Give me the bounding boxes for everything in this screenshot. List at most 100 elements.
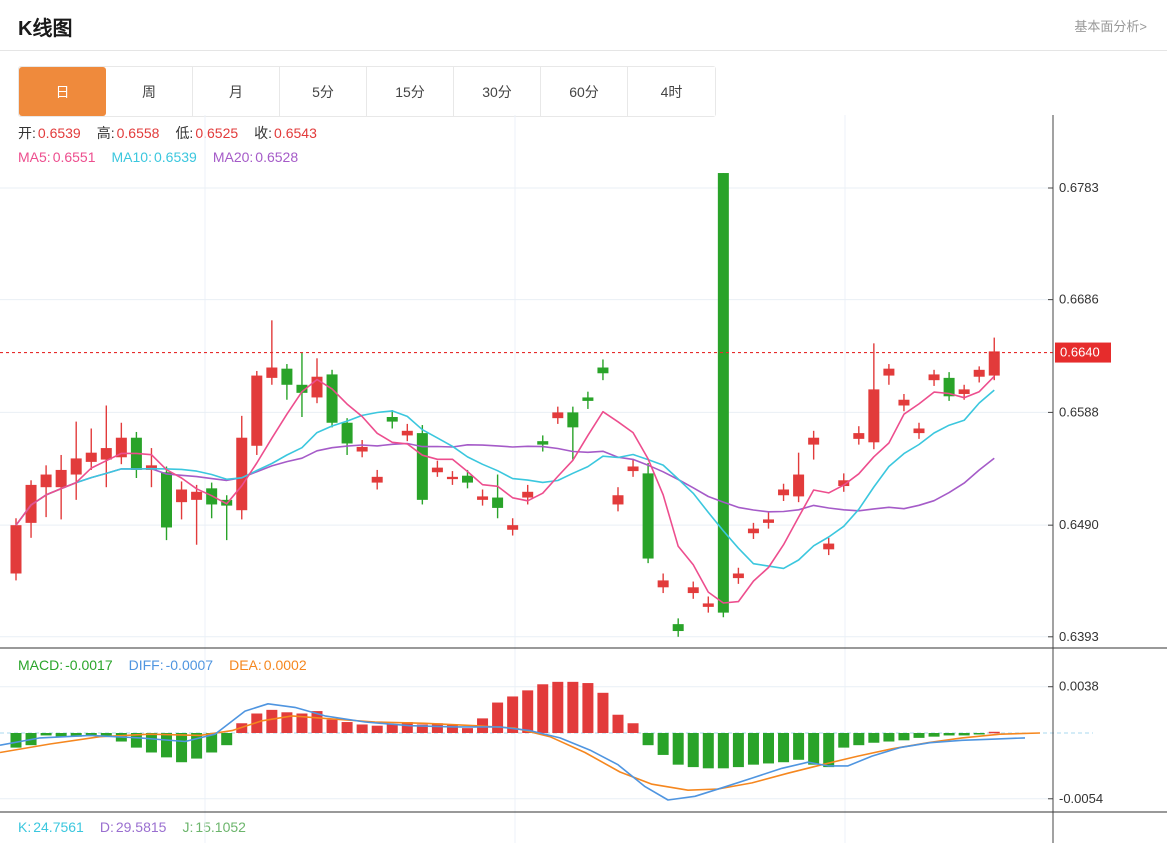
candle-body [251, 375, 263, 446]
macd-hist-bar [853, 733, 865, 746]
macd-hist-bar [732, 733, 744, 768]
macd-hist-bar [687, 733, 699, 768]
macd-hist-bar [191, 733, 203, 759]
ma-2: MA20: 0.6528 [212, 149, 299, 165]
candle-body [161, 472, 172, 528]
kline-chart-plot[interactable]: 0.6783 0.6686 0.6588 0.6490 0.6393 0.0038 -0.0… [0, 115, 1167, 843]
macd-hist-bar [943, 733, 955, 736]
candle-body [853, 433, 865, 439]
fundamental-analysis-link[interactable]: 基本面分析> [1074, 19, 1147, 34]
candle-body [778, 489, 790, 496]
macd-hist-bar [221, 733, 233, 746]
candle-body [446, 476, 458, 480]
macd-hist-bar [928, 733, 940, 737]
candle-body [191, 491, 203, 500]
candle-body [808, 437, 820, 445]
macd-hist-bar [431, 723, 443, 733]
candle-body [823, 543, 835, 550]
macd-hist-bar [567, 681, 579, 733]
candle-body [913, 428, 925, 434]
ma20-line [15, 442, 995, 526]
macd-hist-bar [462, 728, 473, 733]
candle-body [85, 452, 97, 462]
macd-hist-bar [868, 733, 880, 743]
tab-5分[interactable]: 5分 [280, 67, 367, 116]
macd-hist-bar [612, 714, 624, 733]
candle-body [973, 369, 985, 377]
candle-body [763, 519, 774, 523]
macd-axis-label: -0.0054 [1059, 791, 1103, 806]
macd-hist-bar [416, 724, 428, 733]
tab-周[interactable]: 周 [106, 67, 193, 116]
price-axis-label: 0.6783 [1059, 180, 1099, 195]
macd-info-row: MACD: -0.0017 DIFF: -0.0007 DEA: 0.0002 [18, 657, 323, 673]
candle-body [597, 367, 609, 374]
candle-body [40, 474, 52, 488]
macd-hist-bar [446, 724, 458, 733]
candle-body [687, 587, 699, 594]
macd-hist-bar [507, 696, 519, 733]
candle-body [672, 624, 684, 632]
candle-body [100, 448, 112, 460]
candle-body [25, 484, 37, 523]
price-axis-label: 0.6393 [1059, 629, 1099, 644]
candle-body [507, 525, 519, 530]
ma-info-row: MA5: 0.6551 MA10: 0.6539 MA20: 0.6528 [18, 149, 314, 165]
tab-4时[interactable]: 4时 [628, 67, 715, 116]
macd-hist-bar [672, 733, 684, 765]
macd-hist-bar [747, 733, 759, 765]
macd-hist-bar [386, 724, 398, 733]
candle-body [386, 416, 398, 422]
ma-1: MA10: 0.6539 [111, 149, 197, 165]
macd-2: DEA: 0.0002 [229, 657, 307, 673]
macd-hist-bar [176, 733, 188, 763]
candle-body [522, 491, 534, 498]
macd-hist-bar [341, 722, 353, 733]
tab-15分[interactable]: 15分 [367, 67, 454, 116]
macd-hist-bar [145, 733, 157, 753]
tab-60分[interactable]: 60分 [541, 67, 628, 116]
macd-hist-bar [281, 712, 293, 733]
macd-hist-bar [913, 733, 925, 738]
ma-0: MA5: 0.6551 [18, 149, 96, 165]
kdj-info-row: K: 24.7561 D: 29.5815 J: 15.1052 [18, 819, 262, 835]
candle-body [943, 377, 955, 397]
candle-body [988, 351, 1000, 376]
macd-hist-bar [130, 733, 142, 748]
tab-30分[interactable]: 30分 [454, 67, 541, 116]
price-axis-label: 0.6490 [1059, 517, 1099, 532]
candle-body [582, 397, 594, 401]
title-divider [0, 50, 1167, 51]
ma10-line [15, 389, 995, 570]
candle-body [341, 422, 353, 444]
tab-日[interactable]: 日 [19, 67, 106, 116]
macd-hist-bar [371, 725, 383, 733]
candle-body [326, 374, 338, 423]
candle-body [416, 433, 428, 500]
price-axis-label: 0.6588 [1059, 404, 1099, 419]
macd-hist-bar [326, 719, 338, 733]
macd-hist-bar [778, 733, 790, 763]
macd-hist-bar [70, 733, 82, 737]
candle-body [928, 374, 940, 381]
kdj-1: D: 29.5815 [99, 819, 167, 835]
macd-hist-bar [537, 684, 549, 733]
candle-body [552, 412, 564, 419]
macd-hist-bar [597, 692, 609, 733]
candle-body [281, 368, 293, 385]
candle-body [371, 476, 383, 483]
kdj-0: K: 24.7561 [18, 819, 84, 835]
candle-body [431, 467, 443, 473]
macd-hist-bar [582, 683, 594, 733]
macd-hist-bar [401, 722, 413, 733]
macd-hist-bar [808, 733, 820, 765]
page-title: K线图 [18, 18, 73, 40]
candle-body [657, 580, 669, 588]
candle-body [55, 469, 67, 488]
tab-月[interactable]: 月 [193, 67, 280, 116]
candle-body [145, 465, 157, 470]
period-tabbar: 日周月 5分 15分 30分 60分 4时 [18, 66, 716, 117]
candle-body [176, 489, 188, 503]
macd-hist-bar [898, 733, 910, 741]
